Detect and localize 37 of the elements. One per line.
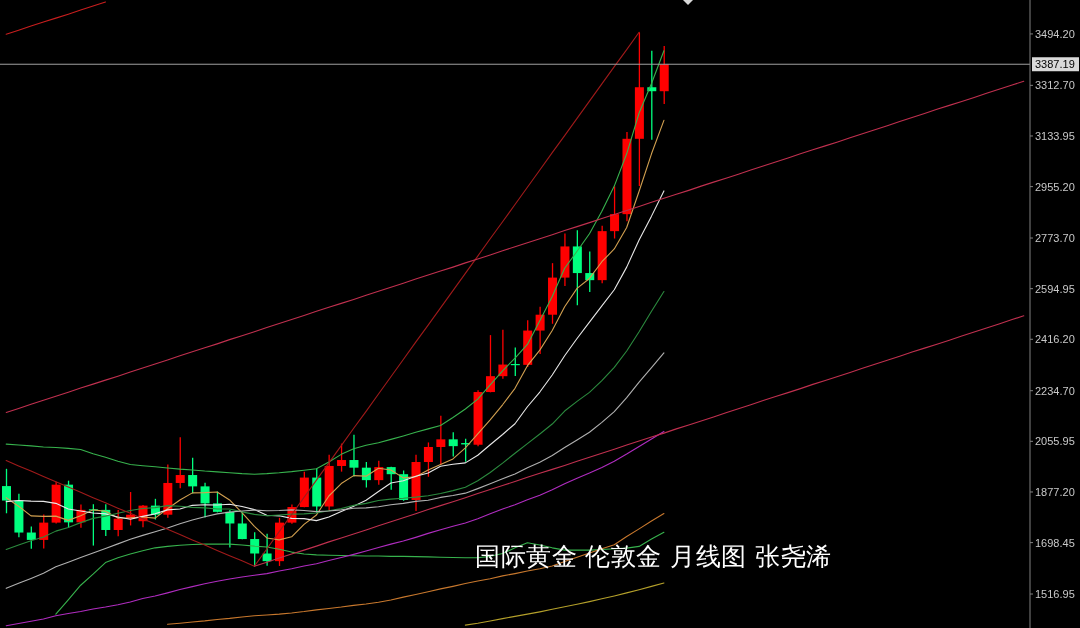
candlestick — [610, 185, 620, 240]
y-tick-label: 1698.45 — [1035, 536, 1075, 549]
y-tick-label: 3312.70 — [1035, 79, 1075, 92]
line-series — [464, 582, 665, 626]
y-tick-label: 2234.70 — [1035, 384, 1075, 397]
line-series — [5, 1, 107, 35]
line-series — [55, 531, 665, 615]
candlestick — [113, 509, 123, 537]
candlestick — [436, 415, 446, 466]
line-series — [5, 50, 665, 475]
line-series — [166, 513, 665, 625]
y-tick-label: 3133.95 — [1035, 129, 1075, 142]
candlestick — [2, 468, 11, 514]
y-tick-label: 2594.95 — [1035, 282, 1075, 295]
line-series — [5, 352, 665, 589]
line-series — [253, 315, 1025, 567]
candlestick — [188, 457, 198, 495]
y-tick-label: 1516.95 — [1035, 587, 1075, 600]
candlestick — [200, 482, 210, 519]
candlestick — [39, 513, 49, 550]
y-tick-label: 2055.95 — [1035, 435, 1075, 448]
ref-line-label: 3387.19 — [1035, 58, 1075, 71]
y-tick-label: 2416.20 — [1035, 333, 1075, 346]
candlestick — [26, 525, 36, 550]
y-tick-label: 2955.20 — [1035, 180, 1075, 193]
candlestick — [374, 460, 384, 486]
annotation: 国际黄金 伦敦金 月线图 张尧浠 — [475, 542, 832, 572]
line-series — [5, 430, 665, 627]
candlestick — [423, 441, 433, 478]
y-tick-label: 2773.70 — [1035, 231, 1075, 244]
y-tick-label: 1877.20 — [1035, 485, 1075, 498]
candlestick — [250, 531, 260, 567]
candlestick — [448, 431, 458, 458]
y-tick-label: 3494.20 — [1035, 27, 1075, 40]
candlestick — [175, 436, 185, 489]
candlestick — [349, 434, 359, 478]
line-series — [5, 80, 1025, 413]
